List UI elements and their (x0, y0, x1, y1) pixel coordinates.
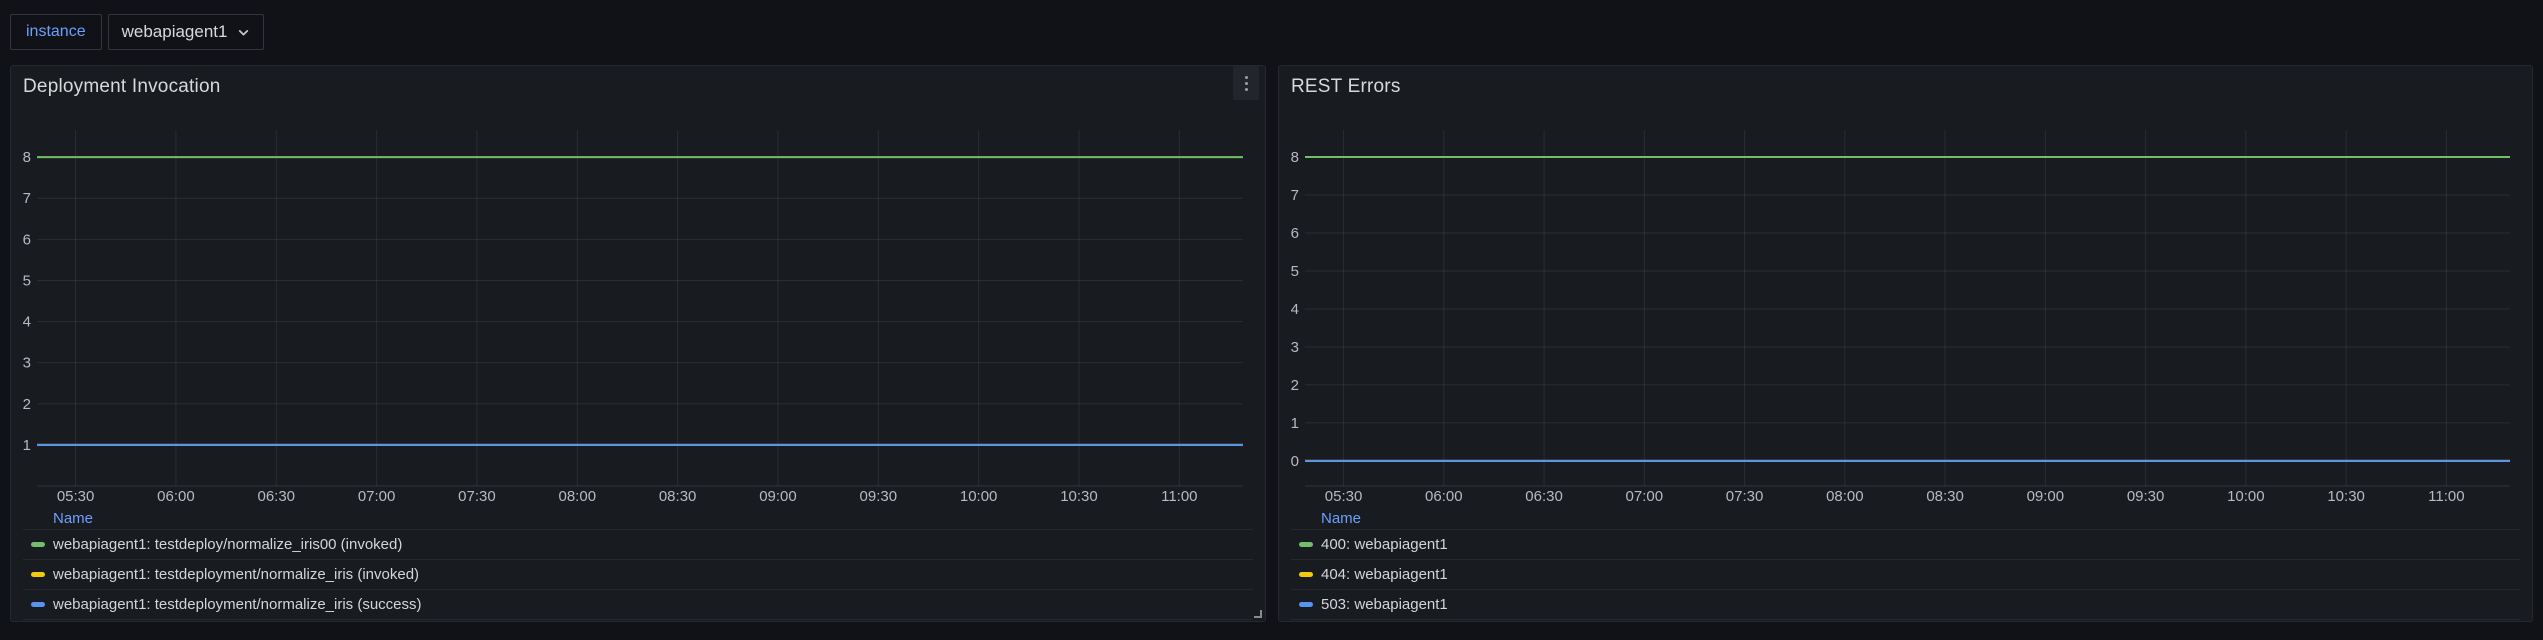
y-tick-label: 7 (23, 190, 31, 207)
dashboard-grid: Deployment Invocation 1 2 3 4 5 6 7 8 05:30 06:00… (0, 65, 2543, 622)
legend-row: 400: webapiagent1 (1291, 529, 2520, 559)
variable-dropdown[interactable]: webapiagent1 (107, 14, 265, 50)
chart-svg: 1 2 3 4 5 6 7 8 05:30 06:00 06:30 07:00 07:30 08:00 08… (23, 130, 1243, 505)
x-tick-label: 07:00 (358, 488, 396, 505)
series-label[interactable]: 400: webapiagent1 (1321, 536, 1448, 553)
kebab-dot (1244, 87, 1248, 91)
x-tick-label: 06:00 (1425, 488, 1463, 505)
legend-rows: 400: webapiagent1 404: webapiagent1 503: w… (1291, 529, 2520, 619)
panel-menu-button[interactable] (1233, 66, 1259, 100)
variable-value: webapiagent1 (121, 22, 228, 41)
chevron-down-icon (237, 26, 250, 39)
legend-name-header[interactable]: Name (1321, 509, 1362, 527)
y-tick-label: 1 (1291, 415, 1299, 432)
x-tick-label: 06:30 (257, 488, 295, 505)
y-tick-label: 7 (1291, 187, 1299, 204)
kebab-dot (1244, 81, 1248, 85)
x-tick-label: 08:00 (559, 488, 597, 505)
legend-row: webapiagent1: testdeployment/normalize_i… (23, 589, 1253, 619)
series-label[interactable]: webapiagent1: testdeploy/normalize_iris0… (53, 536, 403, 553)
series-label[interactable]: webapiagent1: testdeployment/normalize_i… (53, 596, 422, 613)
y-tick-label: 4 (23, 314, 31, 331)
chart-rest-errors[interactable]: 0 1 2 3 4 5 6 7 8 05:30 06:00 06:30 07:00 07:30 08:00 0… (1291, 102, 2520, 507)
legend-rest-errors: Name 400: webapiagent1 404: webapiagent1 5… (1291, 507, 2520, 620)
panel-title[interactable]: REST Errors (1291, 76, 1401, 97)
x-tick-label: 05:30 (1325, 488, 1363, 505)
y-tick-label: 4 (1291, 301, 1299, 318)
x-tick-label: 10:00 (960, 488, 998, 505)
x-tick-label: 06:30 (1525, 488, 1563, 505)
y-tick-label: 3 (1291, 339, 1299, 356)
x-tick-label: 09:00 (759, 488, 797, 505)
x-tick-label: 07:00 (1626, 488, 1664, 505)
legend-header-row: Name (23, 507, 1253, 529)
series-color-swatch[interactable] (1299, 572, 1313, 577)
variable-label: instance (10, 14, 102, 50)
y-tick-label: 0 (1291, 453, 1299, 470)
y-tick-label: 6 (1291, 225, 1299, 242)
x-tick-label: 06:00 (157, 488, 195, 505)
x-tick-label: 08:30 (659, 488, 697, 505)
panel-deployment-invocation: Deployment Invocation 1 2 3 4 5 6 7 8 05:30 06:00… (10, 65, 1266, 622)
chart-svg: 0 1 2 3 4 5 6 7 8 05:30 06:00 06:30 07:00 07:30 08:00 0… (1291, 130, 2510, 505)
x-tick-label: 11:00 (1161, 488, 1197, 505)
series-color-swatch[interactable] (31, 602, 45, 607)
x-tick-label: 08:00 (1826, 488, 1864, 505)
x-tick-label: 09:30 (860, 488, 898, 505)
series-color-swatch[interactable] (31, 542, 45, 547)
y-tick-label: 1 (23, 437, 31, 454)
y-tick-label: 5 (23, 272, 31, 289)
panel-rest-errors: REST Errors 0 1 2 3 4 5 6 7 8 05:30 06:00 06:30 07:0… (1278, 65, 2533, 622)
dashboard-toolbar: instance webapiagent1 (0, 0, 2543, 65)
panel-header: REST Errors (1291, 72, 2520, 102)
y-tick-label: 3 (23, 355, 31, 372)
x-tick-label: 07:30 (1726, 488, 1764, 505)
x-tick-label: 10:00 (2227, 488, 2265, 505)
x-tick-label: 09:00 (2027, 488, 2065, 505)
legend-header-row: Name (1291, 507, 2520, 529)
series-color-swatch[interactable] (1299, 542, 1313, 547)
y-tick-label: 5 (1291, 263, 1299, 280)
series-label[interactable]: 503: webapiagent1 (1321, 596, 1448, 613)
legend-row: webapiagent1: testdeploy/normalize_iris0… (23, 529, 1253, 559)
y-tick-label: 2 (1291, 377, 1299, 394)
y-tick-label: 8 (1291, 149, 1299, 166)
x-tick-label: 11:00 (2428, 488, 2464, 505)
series-label[interactable]: webapiagent1: testdeployment/normalize_i… (53, 566, 420, 583)
y-tick-label: 2 (23, 396, 31, 413)
legend-name-header[interactable]: Name (53, 509, 94, 527)
chart-deployment-invocation[interactable]: 1 2 3 4 5 6 7 8 05:30 06:00 06:30 07:00 07:30 08:00 08… (23, 102, 1253, 507)
kebab-dot (1244, 75, 1248, 79)
x-tick-label: 10:30 (1060, 488, 1098, 505)
legend-deployment-invocation: Name webapiagent1: testdeploy/normalize_… (23, 507, 1253, 620)
y-tick-label: 6 (23, 231, 31, 248)
legend-rows: webapiagent1: testdeploy/normalize_iris0… (23, 529, 1253, 619)
legend-row: 404: webapiagent1 (1291, 559, 2520, 589)
y-tick-label: 8 (23, 149, 31, 166)
series-color-swatch[interactable] (1299, 602, 1313, 607)
x-tick-label: 07:30 (458, 488, 496, 505)
series-color-swatch[interactable] (31, 572, 45, 577)
panel-title[interactable]: Deployment Invocation (23, 76, 221, 97)
panel-resize-handle[interactable] (1254, 610, 1262, 618)
legend-row: webapiagent1: testdeployment/normalize_i… (23, 559, 1253, 589)
series-label[interactable]: 404: webapiagent1 (1321, 566, 1448, 583)
x-tick-label: 10:30 (2327, 488, 2365, 505)
x-tick-label: 08:30 (1926, 488, 1964, 505)
x-tick-label: 09:30 (2127, 488, 2165, 505)
x-tick-label: 05:30 (57, 488, 95, 505)
legend-row: 503: webapiagent1 (1291, 589, 2520, 619)
panel-header: Deployment Invocation (23, 66, 1259, 102)
